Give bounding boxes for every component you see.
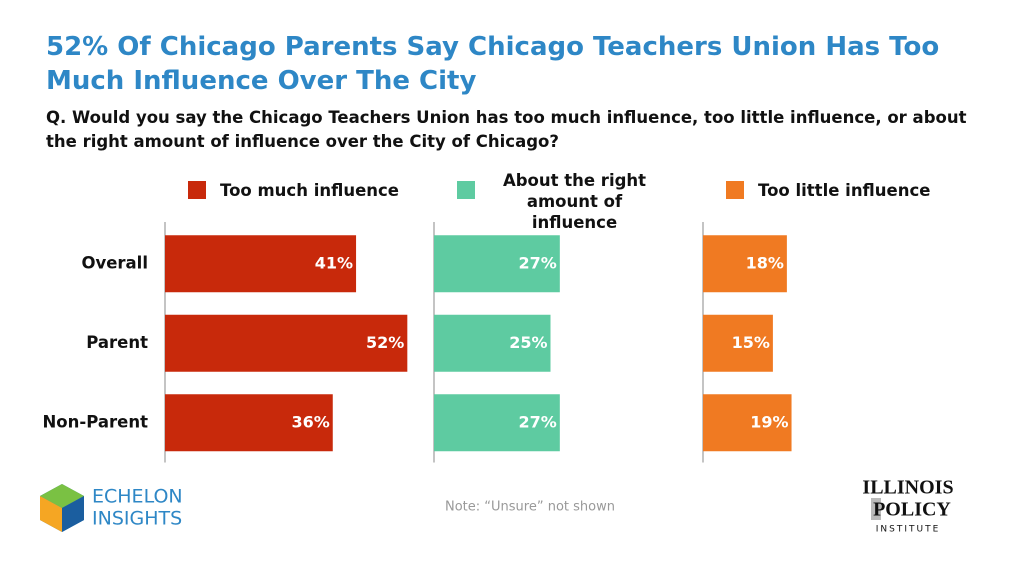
note: Note: “Unsure” not shown <box>445 500 615 515</box>
bar <box>434 394 560 452</box>
logo-text: INSIGHTS <box>92 508 182 530</box>
value-label: 52% <box>366 333 404 352</box>
bar <box>703 235 787 293</box>
value-label: 41% <box>315 253 353 272</box>
legend-label: Too much influence <box>220 181 399 200</box>
bar <box>434 314 551 372</box>
category-label: Parent <box>86 333 148 352</box>
bar <box>703 394 792 452</box>
bar <box>434 235 560 293</box>
value-label: 27% <box>519 253 557 272</box>
chart-title: 52% Of Chicago Parents Say Chicago Teach… <box>46 32 940 96</box>
logo-text: ECHELON <box>92 486 183 508</box>
illinois-logo-icon <box>871 498 881 520</box>
bar <box>165 235 357 293</box>
chart-subtitle: Q. Would you say the Chicago Teachers Un… <box>46 108 967 151</box>
value-label: 19% <box>750 412 788 431</box>
value-label: 25% <box>509 333 547 352</box>
bar <box>165 394 333 452</box>
category-label: Non-Parent <box>43 412 149 431</box>
value-label: 27% <box>519 412 557 431</box>
bar <box>165 314 408 372</box>
bar <box>703 314 773 372</box>
value-label: 18% <box>746 253 784 272</box>
legend-swatch <box>726 181 744 199</box>
logo-text: INSTITUTE <box>876 525 941 535</box>
legend-label: About the right amount of influence <box>502 171 647 232</box>
legend-label: Too little influence <box>758 181 931 200</box>
echelon-logo-icon <box>40 484 84 532</box>
legend-swatch <box>188 181 206 199</box>
value-label: 36% <box>291 412 329 431</box>
value-label: 15% <box>732 333 770 352</box>
logo-text: POLICY <box>873 499 951 521</box>
legend-swatch <box>457 181 475 199</box>
category-label: Overall <box>81 253 148 272</box>
logo-text: ILLINOIS <box>862 477 953 499</box>
